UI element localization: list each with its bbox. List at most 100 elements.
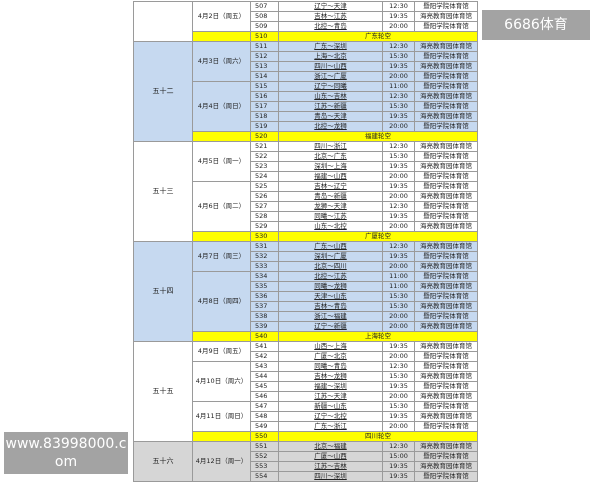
bye-blank <box>192 331 251 342</box>
game-time: 19:35 <box>382 111 415 122</box>
game-number: 512 <box>250 51 279 62</box>
venue: 海亮教育园体育馆 <box>414 141 478 152</box>
round-cell: 五十三 <box>133 141 193 242</box>
game-time: 15:30 <box>382 301 415 312</box>
table-row: 535 同曦～龙狮 11:00 海亮教育园体育馆 <box>134 281 478 292</box>
game-time: 19:35 <box>382 161 415 172</box>
game-time: 12:30 <box>382 201 415 212</box>
venue: 暨阳学院体育馆 <box>414 291 478 302</box>
matchup: 同曦～江苏 <box>278 211 383 222</box>
matchup: 辽宁～北控 <box>278 411 383 422</box>
game-number: 547 <box>250 401 279 412</box>
game-time: 19:35 <box>382 381 415 392</box>
game-number: 552 <box>250 451 279 462</box>
game-number: 519 <box>250 121 279 132</box>
game-time: 19:35 <box>382 471 415 482</box>
matchup: 四川～浙江 <box>278 141 383 152</box>
venue: 暨阳学院体育馆 <box>414 311 478 322</box>
matchup: 山西～上海 <box>278 341 383 352</box>
matchup: 深圳～上海 <box>278 161 383 172</box>
bye-number: 530 <box>250 231 279 242</box>
venue: 暨阳学院体育馆 <box>414 361 478 372</box>
table-row: 545 福建～深圳 19:35 暨阳学院体育馆 <box>134 381 478 392</box>
game-time: 20:00 <box>382 191 415 202</box>
bye-team: 广东轮空 <box>278 31 478 42</box>
venue: 海亮教育园体育馆 <box>414 161 478 172</box>
matchup: 北京～四川 <box>278 261 383 272</box>
game-time: 11:00 <box>382 271 415 282</box>
date-cell: 4月2日（周五） <box>192 1 251 32</box>
table-row: 537 吉林～青岛 15:30 海亮教育园体育馆 <box>134 301 478 312</box>
venue: 暨阳学院体育馆 <box>414 101 478 112</box>
venue: 暨阳学院体育馆 <box>414 451 478 462</box>
game-time: 12:30 <box>382 91 415 102</box>
venue: 海亮教育园体育馆 <box>414 391 478 402</box>
venue: 暨阳学院体育馆 <box>414 201 478 212</box>
bye-number: 510 <box>250 31 279 42</box>
game-number: 509 <box>250 21 279 32</box>
watermark-top-right: 6686体育 <box>482 10 590 40</box>
matchup: 青岛～天津 <box>278 111 383 122</box>
date-cell: 4月9日（周五） <box>192 341 251 362</box>
game-number: 538 <box>250 311 279 322</box>
venue: 暨阳学院体育馆 <box>414 151 478 162</box>
matchup: 北控～江苏 <box>278 271 383 282</box>
game-number: 554 <box>250 471 279 482</box>
venue: 海亮教育园体育馆 <box>414 41 478 52</box>
table-row: 516 山东～吉林 12:30 海亮教育园体育馆 <box>134 91 478 102</box>
matchup: 广东～山西 <box>278 241 383 252</box>
game-number: 528 <box>250 211 279 222</box>
matchup: 天津～山东 <box>278 291 383 302</box>
game-time: 15:30 <box>382 151 415 162</box>
game-number: 514 <box>250 71 279 82</box>
venue: 暨阳学院体育馆 <box>414 121 478 132</box>
game-number: 534 <box>250 271 279 282</box>
table-row: 533 北京～四川 20:00 海亮教育园体育馆 <box>134 261 478 272</box>
table-row: 513 四川～山西 19:35 海亮教育园体育馆 <box>134 61 478 72</box>
game-number: 515 <box>250 81 279 92</box>
venue: 海亮教育园体育馆 <box>414 301 478 312</box>
table-row: 552 广厦～山西 15:00 暨阳学院体育馆 <box>134 451 478 462</box>
game-number: 508 <box>250 11 279 22</box>
venue: 暨阳学院体育馆 <box>414 401 478 412</box>
game-time: 19:35 <box>382 341 415 352</box>
game-time: 20:00 <box>382 221 415 232</box>
game-number: 523 <box>250 161 279 172</box>
matchup: 吉林～青岛 <box>278 301 383 312</box>
matchup: 四川～山西 <box>278 61 383 72</box>
matchup: 同曦～龙狮 <box>278 281 383 292</box>
game-time: 20:00 <box>382 121 415 132</box>
game-number: 542 <box>250 351 279 362</box>
game-time: 19:35 <box>382 11 415 22</box>
game-number: 545 <box>250 381 279 392</box>
table-row: 4月4日（周日） 515 辽宁～同曦 11:00 暨阳学院体育馆 <box>134 81 478 132</box>
date-cell: 4月7日（周三） <box>192 241 251 272</box>
bye-blank <box>192 431 251 442</box>
table-row: 4月11日（周日） 547 新疆～山东 15:30 暨阳学院体育馆 <box>134 401 478 432</box>
venue: 海亮教育园体育馆 <box>414 411 478 422</box>
table-row: 五十三 4月5日（周一） 521 四川～浙江 12:30 海亮教育园体育馆 <box>133 141 478 242</box>
matchup: 福建～山西 <box>278 171 383 182</box>
game-time: 20:00 <box>382 261 415 272</box>
game-time: 19:35 <box>382 181 415 192</box>
venue: 暨阳学院体育馆 <box>414 171 478 182</box>
venue: 海亮教育园体育馆 <box>414 91 478 102</box>
matchup: 四川～深圳 <box>278 471 383 482</box>
game-time: 20:00 <box>382 421 415 432</box>
date-cell: 4月5日（周一） <box>192 141 251 182</box>
game-time: 19:35 <box>382 461 415 472</box>
matchup: 福建～深圳 <box>278 381 383 392</box>
game-time: 12:30 <box>382 361 415 372</box>
venue: 海亮教育园体育馆 <box>414 191 478 202</box>
venue: 海亮教育园体育馆 <box>414 221 478 232</box>
game-time: 19:35 <box>382 211 415 222</box>
table-row: 542 广厦～北京 20:00 暨阳学院体育馆 <box>134 351 478 362</box>
date-cell: 4月4日（周日） <box>192 81 251 132</box>
date-cell: 4月6日（周二） <box>192 181 251 232</box>
bye-team: 福建轮空 <box>278 131 478 142</box>
game-time: 12:30 <box>382 41 415 52</box>
matchup: 江苏～天津 <box>278 391 383 402</box>
venue: 海亮教育园体育馆 <box>414 281 478 292</box>
venue: 海亮教育园体育馆 <box>414 111 478 122</box>
venue: 暨阳学院体育馆 <box>414 181 478 192</box>
